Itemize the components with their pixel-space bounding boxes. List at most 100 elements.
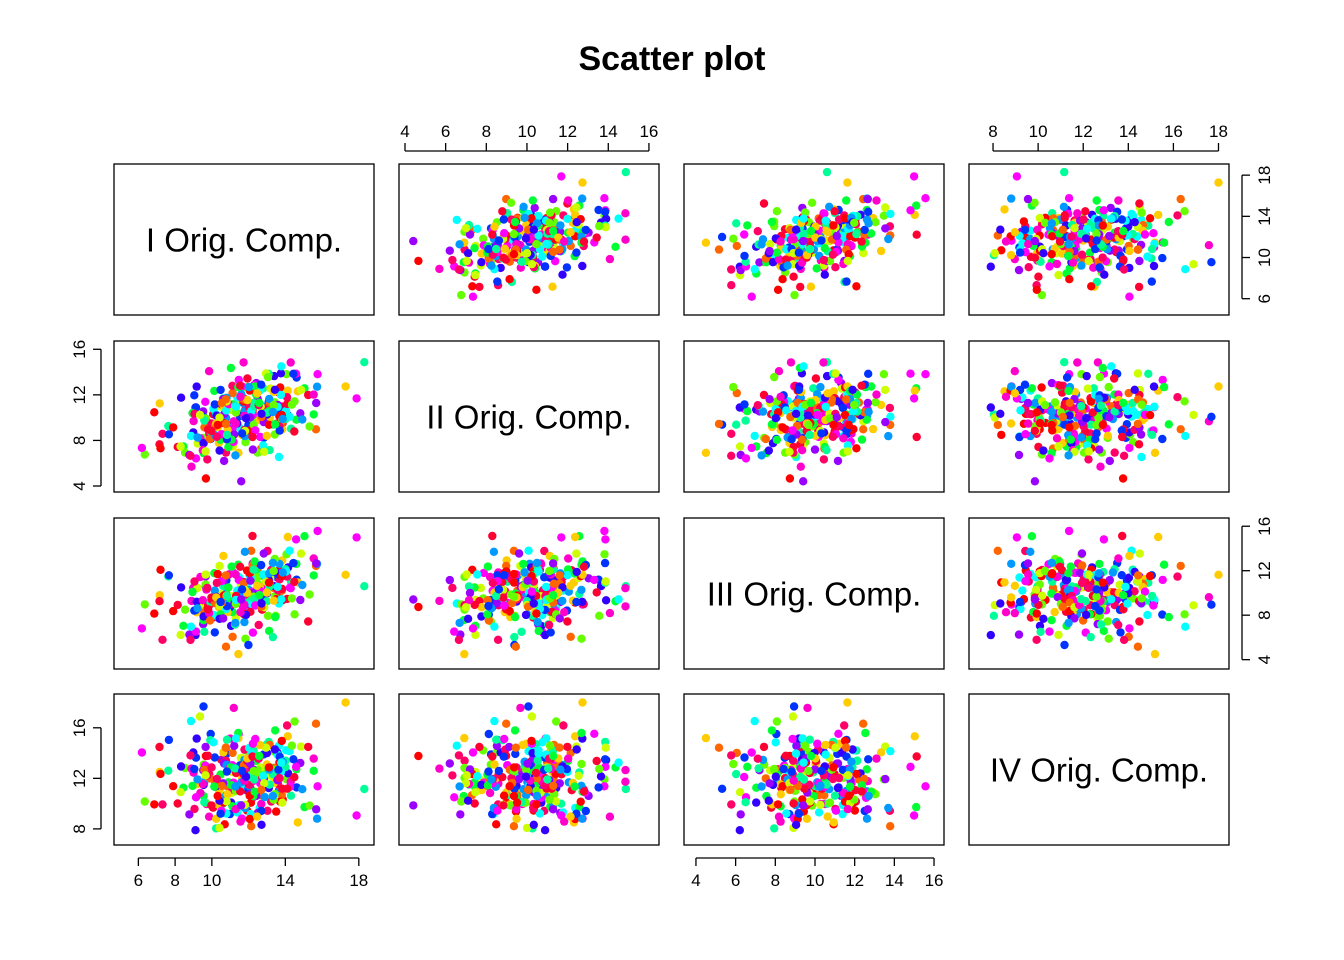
data-point: [1129, 406, 1138, 416]
data-point: [747, 292, 756, 301]
data-point: [867, 229, 876, 238]
data-point: [532, 609, 541, 618]
data-point: [1058, 225, 1068, 234]
data-point: [468, 292, 478, 301]
data-point: [1024, 263, 1033, 272]
data-point: [885, 403, 895, 413]
data-point: [872, 390, 881, 399]
data-point: [1053, 593, 1063, 602]
data-point: [1154, 210, 1163, 220]
data-point: [845, 782, 855, 791]
data-point: [489, 547, 499, 556]
data-point: [155, 399, 164, 408]
right-axis-tick-label: 12: [1255, 561, 1274, 580]
data-point: [556, 221, 565, 230]
data-point: [735, 788, 745, 797]
data-point: [283, 784, 292, 793]
data-point: [1082, 371, 1091, 381]
data-point: [578, 178, 587, 187]
data-point: [274, 452, 284, 462]
data-point: [1181, 265, 1190, 274]
data-point: [857, 381, 866, 390]
data-point: [1164, 217, 1174, 227]
data-point: [264, 763, 274, 772]
data-point: [224, 442, 233, 452]
data-point: [200, 798, 209, 807]
data-point: [996, 599, 1005, 608]
data-point: [843, 447, 852, 456]
data-point: [222, 797, 231, 806]
data-point: [1119, 591, 1128, 600]
data-point: [532, 285, 541, 294]
data-point: [785, 447, 794, 456]
data-point: [296, 595, 305, 605]
data-point: [527, 260, 537, 269]
data-point: [509, 250, 519, 259]
data-point: [210, 386, 219, 396]
data-point: [868, 424, 878, 434]
data-point: [842, 196, 851, 205]
data-point: [465, 588, 475, 598]
data-point: [475, 282, 484, 292]
data-point: [1114, 620, 1123, 630]
data-point: [863, 194, 872, 204]
panel-frame: [683, 340, 945, 493]
data-point: [534, 567, 543, 576]
data-point: [806, 282, 816, 291]
data-point: [271, 420, 280, 429]
data-point: [1158, 434, 1167, 444]
data-point: [217, 781, 227, 791]
data-point: [228, 632, 237, 641]
data-point: [1075, 568, 1085, 578]
data-point: [1045, 454, 1054, 463]
data-point: [1065, 411, 1074, 420]
data-point: [773, 285, 783, 294]
data-point: [518, 740, 527, 750]
data-point: [514, 774, 524, 784]
data-point: [1014, 265, 1024, 275]
data-point: [509, 569, 519, 579]
data-point: [1207, 412, 1216, 421]
data-point: [1158, 253, 1167, 263]
data-point: [1064, 569, 1073, 578]
data-point: [473, 772, 482, 781]
bottom-axis-tick-label: 10: [806, 871, 825, 890]
data-point: [548, 805, 558, 814]
data-point: [200, 416, 209, 425]
data-point: [621, 765, 630, 775]
data-point: [1134, 440, 1144, 449]
data-point: [843, 178, 852, 187]
data-point: [1133, 245, 1143, 254]
data-point: [499, 752, 508, 761]
data-point: [621, 777, 630, 786]
data-point: [614, 595, 623, 604]
data-point: [483, 610, 492, 619]
data-point: [540, 826, 550, 835]
data-point: [1134, 282, 1144, 292]
data-point: [533, 756, 542, 765]
data-point: [843, 256, 852, 266]
data-point: [532, 800, 541, 809]
data-point: [871, 398, 880, 407]
data-point: [222, 591, 232, 601]
data-point: [570, 782, 579, 791]
data-point: [701, 238, 711, 247]
data-point: [509, 578, 519, 587]
data-point: [283, 732, 292, 741]
data-point: [485, 788, 495, 798]
data-point: [572, 745, 581, 754]
data-point: [761, 434, 770, 444]
data-point: [1214, 178, 1223, 187]
data-point: [509, 822, 519, 831]
data-point: [572, 218, 581, 227]
data-point: [735, 442, 745, 451]
data-point: [1077, 549, 1087, 558]
data-point: [264, 626, 274, 636]
data-point: [1086, 632, 1095, 642]
data-point: [150, 800, 159, 809]
data-point: [454, 635, 464, 645]
data-point: [820, 270, 829, 279]
data-point: [701, 733, 711, 743]
data-point: [414, 602, 423, 612]
data-point: [477, 258, 486, 267]
